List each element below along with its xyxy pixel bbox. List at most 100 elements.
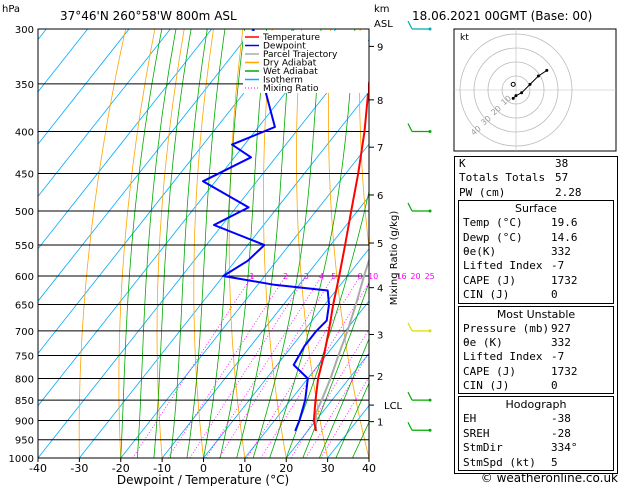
hodograph-label: SREH (463, 426, 490, 440)
surface-section: Surface Temp (°C) 19.6 Dewp (°C) 14.6 θe(K) 3… (458, 200, 614, 304)
pressure-tick-label: 600 (15, 272, 34, 283)
mixing-ratio-line (205, 275, 322, 458)
isotherm-line (38, 29, 171, 198)
legend-bg (243, 31, 368, 93)
hodograph-section: Hodograph EH -38 SREH -28 StmDir 334° StmSpd (… (458, 396, 614, 472)
wet-adiabat-line (203, 29, 245, 458)
hodograph-label: EH (463, 412, 477, 426)
mixing-ratio-line (189, 275, 307, 458)
isotherm-line (203, 248, 369, 458)
unstable-label: θe (K) (463, 335, 503, 349)
wind-barb-station (428, 398, 432, 402)
dry-adiabat-line (359, 29, 369, 251)
dry-adiabat-line (622, 17, 629, 458)
index-value: 38 (555, 157, 569, 170)
dry-adiabat-line (78, 29, 127, 458)
index-label: PW (cm) (459, 185, 506, 199)
unstable-value: 927 (551, 321, 571, 335)
unstable-value: -7 (551, 350, 565, 364)
axes: 1 2 3 4 5 8 10 16 20 2530035040045050055060065070… (9, 25, 435, 475)
pressure-tick-label: 1000 (9, 454, 34, 465)
wind-barb-flag (407, 202, 413, 212)
unstable-label: CIN (J) (463, 379, 510, 393)
surface-row: Temp (°C) 19.6 (459, 216, 613, 230)
isotherm-line (38, 29, 213, 250)
surface-label: Temp (°C) (463, 216, 523, 230)
plot-area (38, 17, 629, 458)
surface-label: Lifted Index (463, 259, 543, 273)
mixing-ratio-label: 25 (425, 272, 435, 281)
legend-label: Dry Adiabat (263, 59, 317, 69)
location-title: 37°46'N 260°58'W 800m ASL (60, 9, 237, 23)
wet-adiabat-line (186, 29, 226, 458)
legend-label: Temperature (262, 33, 320, 43)
hodograph-point (520, 91, 524, 95)
unstable-title: Most Unstable (496, 307, 576, 321)
isotherm-line (285, 352, 369, 458)
mixing-ratio-label: 3 (304, 272, 309, 281)
x-tick-label: 30 (321, 462, 335, 475)
legend-label: Parcel Trajectory (263, 50, 338, 60)
isotherm-line (38, 29, 88, 93)
wind-barb-station (428, 209, 432, 213)
hodograph-value: -28 (551, 426, 571, 440)
parcel-trajectory-line (314, 257, 369, 432)
surface-value: -7 (551, 259, 565, 273)
wind-barb-station (428, 329, 432, 333)
wet-adiabat-line (120, 29, 163, 458)
pressure-tick-label: 400 (15, 128, 34, 139)
km-tick-label: 9 (377, 42, 383, 53)
pressure-tick-label: 800 (15, 374, 34, 385)
hodograph-point (511, 96, 515, 100)
mixing-ratio-label: 1 (250, 272, 255, 281)
surface-label: CAPE (J) (463, 273, 516, 287)
surface-value: 0 (551, 288, 558, 302)
wind-barb-flag (407, 322, 413, 332)
isotherm-line (38, 29, 254, 302)
wind-barb-flag (407, 391, 413, 401)
km-tick-label: 4 (377, 284, 383, 295)
dry-adiabat-line (193, 29, 214, 458)
surface-label: CIN (J) (463, 288, 510, 302)
unstable-row: Pressure (mb) 927 (459, 322, 613, 336)
km-label: km (374, 4, 390, 15)
wind-barb-station (428, 130, 432, 134)
km-tick-label: 1 (377, 418, 383, 429)
datetime-title: 18.06.2021 00GMT (Base: 00) (412, 9, 592, 23)
mixing-ratio-label: 10 (368, 272, 378, 281)
mixing-ratio-axis-label: Mixing Ratio (g/kg) (389, 211, 400, 306)
surface-title: Surface (515, 202, 557, 216)
x-tick-label: 40 (362, 462, 376, 475)
dry-adiabat-line (296, 29, 328, 458)
pressure-tick-label: 900 (15, 416, 34, 427)
surface-label: Dewp (°C) (463, 230, 523, 244)
pressure-tick-label: 300 (15, 25, 34, 36)
pressure-tick-label: 450 (15, 169, 34, 180)
pressure-tick-label: 350 (15, 80, 34, 91)
isotherm-line (38, 38, 369, 458)
unstable-value: 1732 (551, 364, 578, 378)
unstable-row: CAPE (J) 1732 (459, 365, 613, 379)
wet-adiabat-line (319, 337, 369, 458)
unstable-value: 332 (551, 335, 571, 349)
hodograph-value: 5 (551, 455, 558, 469)
hodograph-point (514, 94, 518, 98)
isotherm-line (79, 91, 369, 458)
mixing-ratio-label: 5 (331, 272, 336, 281)
x-tick-label: -30 (70, 462, 88, 475)
wind-barbs (407, 20, 432, 432)
hodograph-point (528, 82, 532, 86)
pressure-tick-label: 850 (15, 396, 34, 407)
x-tick-label: 0 (200, 462, 207, 475)
mixing-ratio-label: 2 (283, 272, 288, 281)
wind-barb-flag (407, 123, 413, 132)
lcl-label: LCL (384, 401, 403, 412)
surface-row: Lifted Index -7 (459, 259, 613, 273)
surface-value: 14.6 (551, 230, 578, 244)
wind-barb-station (428, 27, 432, 31)
x-tick-label: -40 (29, 462, 47, 475)
surface-row: θe(K) 332 (459, 245, 613, 259)
surface-label: θe(K) (463, 244, 497, 258)
